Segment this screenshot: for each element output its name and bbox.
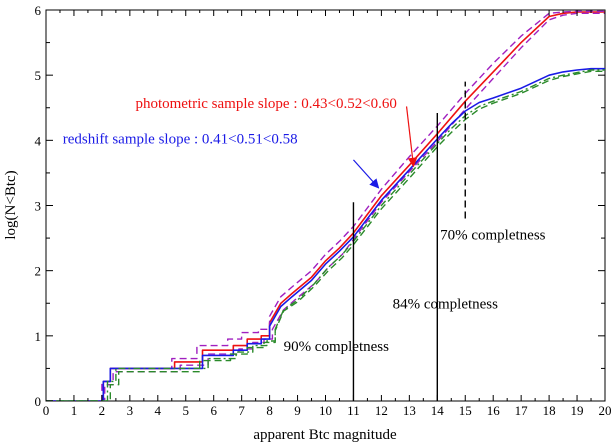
x-tick-label: 8: [266, 403, 273, 418]
x-tick-label: 6: [210, 403, 217, 418]
arrow-red: [405, 106, 418, 168]
series-line-3-purple: [46, 12, 605, 401]
y-tick-label: 3: [35, 199, 42, 214]
x-tick-label: 13: [403, 403, 416, 418]
x-tick-label: 15: [459, 403, 472, 418]
x-tick-label: 11: [347, 403, 360, 418]
series-line-6-green: [46, 70, 605, 401]
x-axis-label: apparent Btc magnitude: [253, 427, 397, 443]
annotation-4: 84% completness: [393, 296, 499, 312]
arrow-blue: [353, 159, 380, 189]
series-line-2-purple: [46, 10, 605, 401]
series-layer: [46, 10, 605, 401]
x-tick-label: 18: [543, 403, 556, 418]
annotation-1: photometric sample slope : 0.43<0.52<0.6…: [135, 96, 396, 112]
x-tick-label: 20: [599, 403, 612, 418]
x-tick-label: 5: [183, 403, 190, 418]
x-tick-label: 4: [155, 403, 162, 418]
x-tick-label: 9: [294, 403, 301, 418]
x-tick-label: 2: [99, 403, 106, 418]
x-tick-label: 3: [127, 403, 134, 418]
annotation-5: 90% completness: [284, 339, 390, 355]
x-tick-label: 7: [238, 403, 245, 418]
annotations: photometric sample slope : 0.43<0.52<0.6…: [63, 96, 546, 355]
x-tick-label: 17: [515, 403, 529, 418]
y-axis-label: log(N<Btc): [3, 170, 19, 239]
x-tick-label: 14: [431, 403, 445, 418]
y-tick-label: 6: [35, 3, 42, 18]
annotation-2: redshift sample slope : 0.41<0.51<0.58: [63, 132, 298, 148]
y-tick-label: 5: [35, 68, 42, 83]
y-tick-label: 0: [35, 394, 42, 409]
annotation-3: 70% completness: [440, 227, 546, 243]
y-tick-label: 2: [35, 264, 42, 279]
series-line-5-green: [46, 69, 605, 401]
annotation-arrows: [353, 106, 418, 189]
x-tick-label: 0: [43, 403, 50, 418]
y-tick-label: 1: [35, 329, 42, 344]
y-tick-label: 4: [35, 133, 42, 148]
x-tick-label: 12: [375, 403, 388, 418]
x-tick-label: 19: [571, 403, 584, 418]
x-tick-label: 10: [319, 403, 332, 418]
series-line-4-blue: [46, 67, 605, 401]
completeness-lines: [352, 81, 466, 401]
x-tick-label: 1: [71, 403, 78, 418]
x-tick-label: 16: [487, 403, 501, 418]
